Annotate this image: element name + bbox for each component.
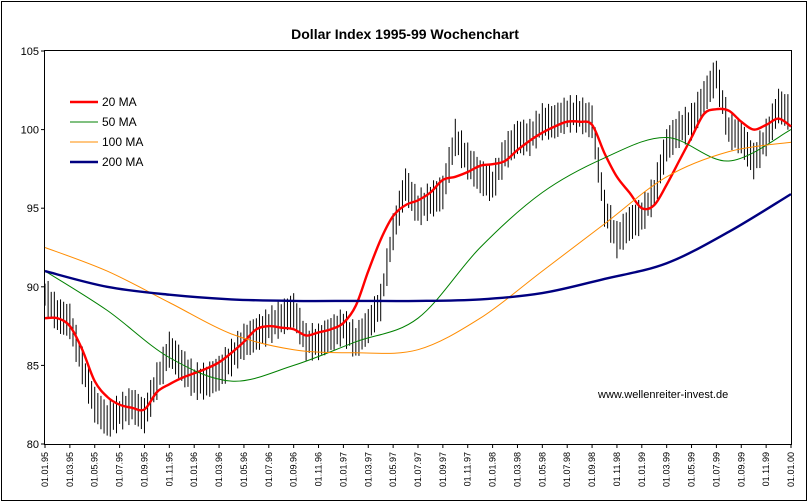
y-tick-label: 105 bbox=[21, 46, 39, 58]
y-axis: 80 85 90 95 100 105 bbox=[21, 46, 45, 451]
x-tick-label: 01.09.99 bbox=[736, 452, 746, 487]
legend-label: 20 MA bbox=[102, 95, 137, 109]
x-tick-label: 01.09.96 bbox=[289, 452, 299, 487]
x-tick-label: 01.05.99 bbox=[687, 452, 697, 487]
x-tick-label: 01.11.96 bbox=[314, 452, 324, 486]
x-tick-label: 01.11.99 bbox=[761, 452, 771, 486]
x-tick-label: 01.11.97 bbox=[463, 452, 473, 486]
x-tick-label: 01.11.95 bbox=[164, 452, 174, 486]
x-tick-label: 01.07.99 bbox=[711, 452, 721, 487]
x-tick-label: 01.03.99 bbox=[662, 452, 672, 487]
y-tick-label: 90 bbox=[27, 282, 39, 294]
x-tick-label: 01.03.95 bbox=[65, 452, 75, 487]
x-tick-label: 01.03.96 bbox=[214, 452, 224, 487]
x-tick-label: 01.05.98 bbox=[537, 452, 547, 487]
x-tick-label: 01.09.98 bbox=[587, 452, 597, 487]
legend-label: 100 MA bbox=[102, 135, 143, 149]
x-axis: 01.01.95 01.03.95 01.05.95 01.07.95 01.09.95… bbox=[40, 444, 796, 487]
x-tick-label: 01.01.96 bbox=[189, 452, 199, 487]
x-tick-label: 01.09.95 bbox=[139, 452, 149, 487]
chart-title: Dollar Index 1995-99 Wochenchart bbox=[291, 26, 519, 42]
x-tick-label: 01.09.97 bbox=[438, 452, 448, 487]
plot-area bbox=[44, 50, 792, 445]
x-tick-label: 01.01.98 bbox=[488, 452, 498, 487]
y-tick-label: 100 bbox=[21, 125, 39, 137]
x-tick-label: 01.07.97 bbox=[413, 452, 423, 487]
x-tick-label: 01.01.99 bbox=[637, 452, 647, 487]
x-tick-label: 01.05.95 bbox=[90, 452, 100, 487]
legend: 20 MA 50 MA 100 MA 200 MA bbox=[70, 95, 143, 169]
series-line-3 bbox=[44, 193, 792, 303]
x-tick-label: 01.03.98 bbox=[512, 452, 522, 487]
series-line-2 bbox=[44, 141, 792, 354]
legend-label: 200 MA bbox=[102, 155, 143, 169]
annotation-text: www.wellenreiter-invest.de bbox=[597, 389, 728, 401]
x-tick-label: 01.07.95 bbox=[115, 452, 125, 487]
y-tick-label: 85 bbox=[27, 360, 39, 372]
series-layer bbox=[44, 60, 792, 437]
y-tick-label: 80 bbox=[27, 439, 39, 451]
x-tick-label: 01.01.00 bbox=[786, 452, 796, 487]
y-tick-label: 95 bbox=[27, 203, 39, 215]
series-line-0 bbox=[44, 107, 792, 412]
x-tick-label: 01.07.98 bbox=[562, 452, 572, 487]
x-tick-label: 01.01.97 bbox=[338, 452, 348, 487]
x-tick-label: 01.05.96 bbox=[239, 452, 249, 487]
x-tick-label: 01.05.97 bbox=[388, 452, 398, 487]
series-line-1 bbox=[44, 129, 792, 382]
x-tick-label: 01.03.97 bbox=[363, 452, 373, 487]
legend-label: 50 MA bbox=[102, 115, 137, 129]
x-tick-label: 01.07.96 bbox=[264, 452, 274, 487]
x-tick-label: 01.11.98 bbox=[612, 452, 622, 486]
x-tick-label: 01.01.95 bbox=[40, 452, 50, 487]
